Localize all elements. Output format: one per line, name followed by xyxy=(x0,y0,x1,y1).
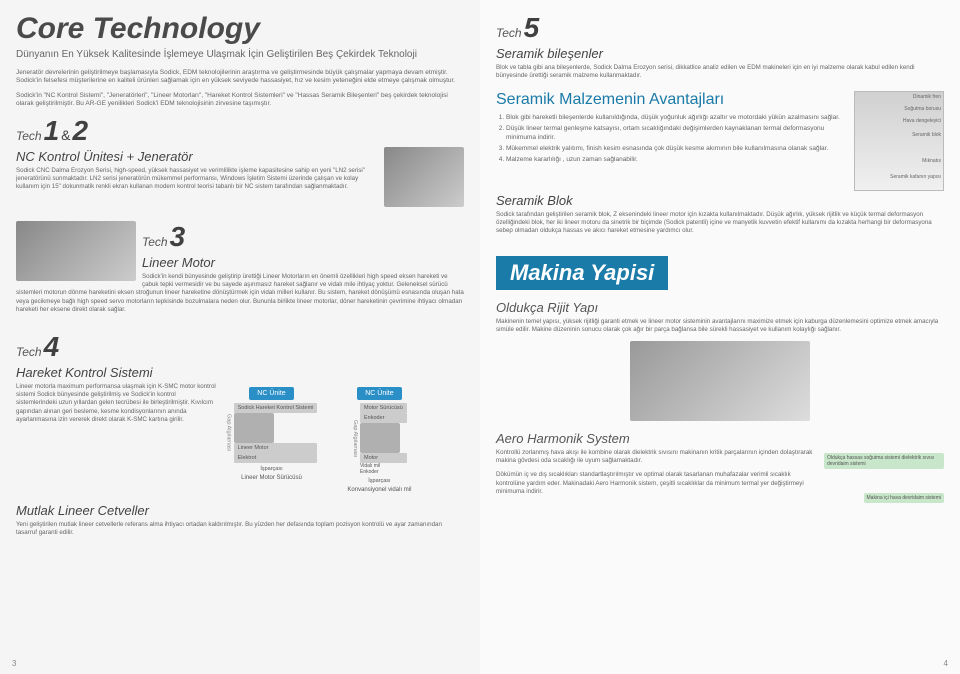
tech5-num: 5 xyxy=(524,12,540,44)
tech3-num: 3 xyxy=(170,221,186,253)
isparcasi-right: İşparçası xyxy=(368,478,390,484)
nc-unit-left: NC Ünite xyxy=(249,387,293,400)
makina-banner: Makina Yapisi xyxy=(496,256,668,290)
tech-3-block: Tech 3 Lineer Motor Sodick'in kendi büny… xyxy=(16,221,464,321)
seramik-blok-title: Seramik Blok xyxy=(496,193,944,208)
aero-body-2: Dökümün iç ve dış sıcaklıkları standartl… xyxy=(496,471,818,496)
diagram-caption-right: Konvansiyonel vidalı mil xyxy=(347,487,411,493)
gap-label-left: Gap Algılaması xyxy=(226,414,232,451)
motor-surucu-box: Motor Sürücüsü xyxy=(360,403,407,413)
tech5-title: Seramik bileşenler xyxy=(496,46,944,61)
tech12-label: Tech xyxy=(16,129,42,143)
motor-graphic-left xyxy=(234,413,274,443)
aero-body-1: Kontrollü zorlanmış hava akışı ile kombi… xyxy=(496,449,818,466)
tech3-label: Tech xyxy=(142,235,168,249)
touchscreen-image xyxy=(384,147,464,207)
rijit-body: Makinenin temel yapısı, yüksek rijitliği… xyxy=(496,318,944,335)
tech4-title: Hareket Kontrol Sistemi xyxy=(16,365,464,380)
tech4-num: 4 xyxy=(44,331,60,363)
structure-image xyxy=(630,341,810,421)
seramik-blok-body: Sodick tarafından geliştirilen seramik b… xyxy=(496,211,944,236)
tech12-num2: 2 xyxy=(73,115,89,147)
seramik-blok-section: Seramik Blok Sodick tarafından geliştiri… xyxy=(496,193,944,236)
tech4-body: Lineer motorla maximum performansa ulaşm… xyxy=(16,383,218,487)
aero-box-1: Oldukça hassas soğutma sistemi dielektri… xyxy=(824,453,944,469)
isparcasi-left: İşparçası xyxy=(260,466,282,472)
aero-diagram: Oldukça hassas soğutma sistemi dielektri… xyxy=(824,453,944,503)
gap-label-right: Gap Algılaması xyxy=(352,420,358,457)
nc-unit-right: NC Ünite xyxy=(357,387,401,400)
diagram-caption-left: Lineer Motor Sürücüsü xyxy=(241,475,302,481)
page-subtitle: Dünyanın En Yüksek Kalitesinde İşlemeye … xyxy=(16,48,464,61)
tech12-amp: & xyxy=(61,127,70,143)
rijit-title: Oldukça Rijit Yapı xyxy=(496,300,944,315)
mutlak-body: Yeni geliştirilen mutlak lineer cetvelle… xyxy=(16,521,464,538)
enkoder-box-1: Enkoder xyxy=(360,413,407,423)
ceramic-l1: Dinamik fren xyxy=(913,94,941,100)
tech-4-block: Tech 4 Hareket Kontrol Sistemi Lineer mo… xyxy=(16,331,464,493)
aero-title: Aero Harmonik System xyxy=(496,431,944,446)
tech12-num1: 1 xyxy=(44,115,60,147)
aero-box-2: Makina içi hava devridaim sistemi xyxy=(864,493,944,503)
page-number-left: 3 xyxy=(12,659,16,668)
tech5-label: Tech xyxy=(496,26,522,40)
enkoder-box-2: Enkoder xyxy=(360,469,407,475)
tech5-body: Blok ve tabla gibi ana bileşenlerde, Sod… xyxy=(496,64,944,81)
ceramic-l3: Hava dengeleyici xyxy=(903,118,941,124)
sodick-hk-box: Sodick Hareket Kontrol Sistemi xyxy=(234,403,318,413)
aero-section: Aero Harmonik System Kontrollü zorlanmış… xyxy=(496,431,944,507)
mutlak-title: Mutlak Lineer Cetveller xyxy=(16,503,464,518)
intro-para-1: Jeneratör devrelerinin geliştirilmeye ba… xyxy=(16,69,464,86)
intro-para-2: Sodick'in "NC Kontrol Sistemi", "Jenerat… xyxy=(16,92,464,109)
tech4-label: Tech xyxy=(16,345,42,359)
linear-motor-image xyxy=(16,221,136,281)
ceramic-l4: Seramik blok xyxy=(912,132,941,138)
ceramic-l6: Seramik kafanın yapısı xyxy=(890,174,941,180)
lineer-motor-box: Lineer Motor xyxy=(234,443,318,453)
motor-comparison-diagram: NC Ünite Gap Algılaması Sodick Hareket K… xyxy=(226,387,412,493)
ceramic-l2: Soğutma borusu xyxy=(904,106,941,112)
page-title: Core Technology xyxy=(16,12,464,46)
mutlak-block: Mutlak Lineer Cetveller Yeni geliştirile… xyxy=(16,503,464,538)
motor-graphic-right xyxy=(360,423,400,453)
ceramic-l5: Mıknatıs xyxy=(922,158,941,164)
motor-box: Motor xyxy=(360,453,407,463)
rijit-section: Oldukça Rijit Yapı Makinenin temel yapıs… xyxy=(496,300,944,421)
page-number-right: 4 xyxy=(944,659,948,668)
tech-1-2-block: Tech 1 & 2 NC Kontrol Ünitesi + Jeneratö… xyxy=(16,115,464,211)
ceramic-diagram: Dinamik fren Soğutma borusu Hava dengele… xyxy=(854,91,944,191)
elektrot-box-left: Elektrot xyxy=(234,453,318,463)
tech-5-block: Tech 5 Seramik bileşenler Blok ve tabla … xyxy=(496,12,944,81)
advantages-block: Dinamik fren Soğutma borusu Hava dengele… xyxy=(496,91,944,191)
